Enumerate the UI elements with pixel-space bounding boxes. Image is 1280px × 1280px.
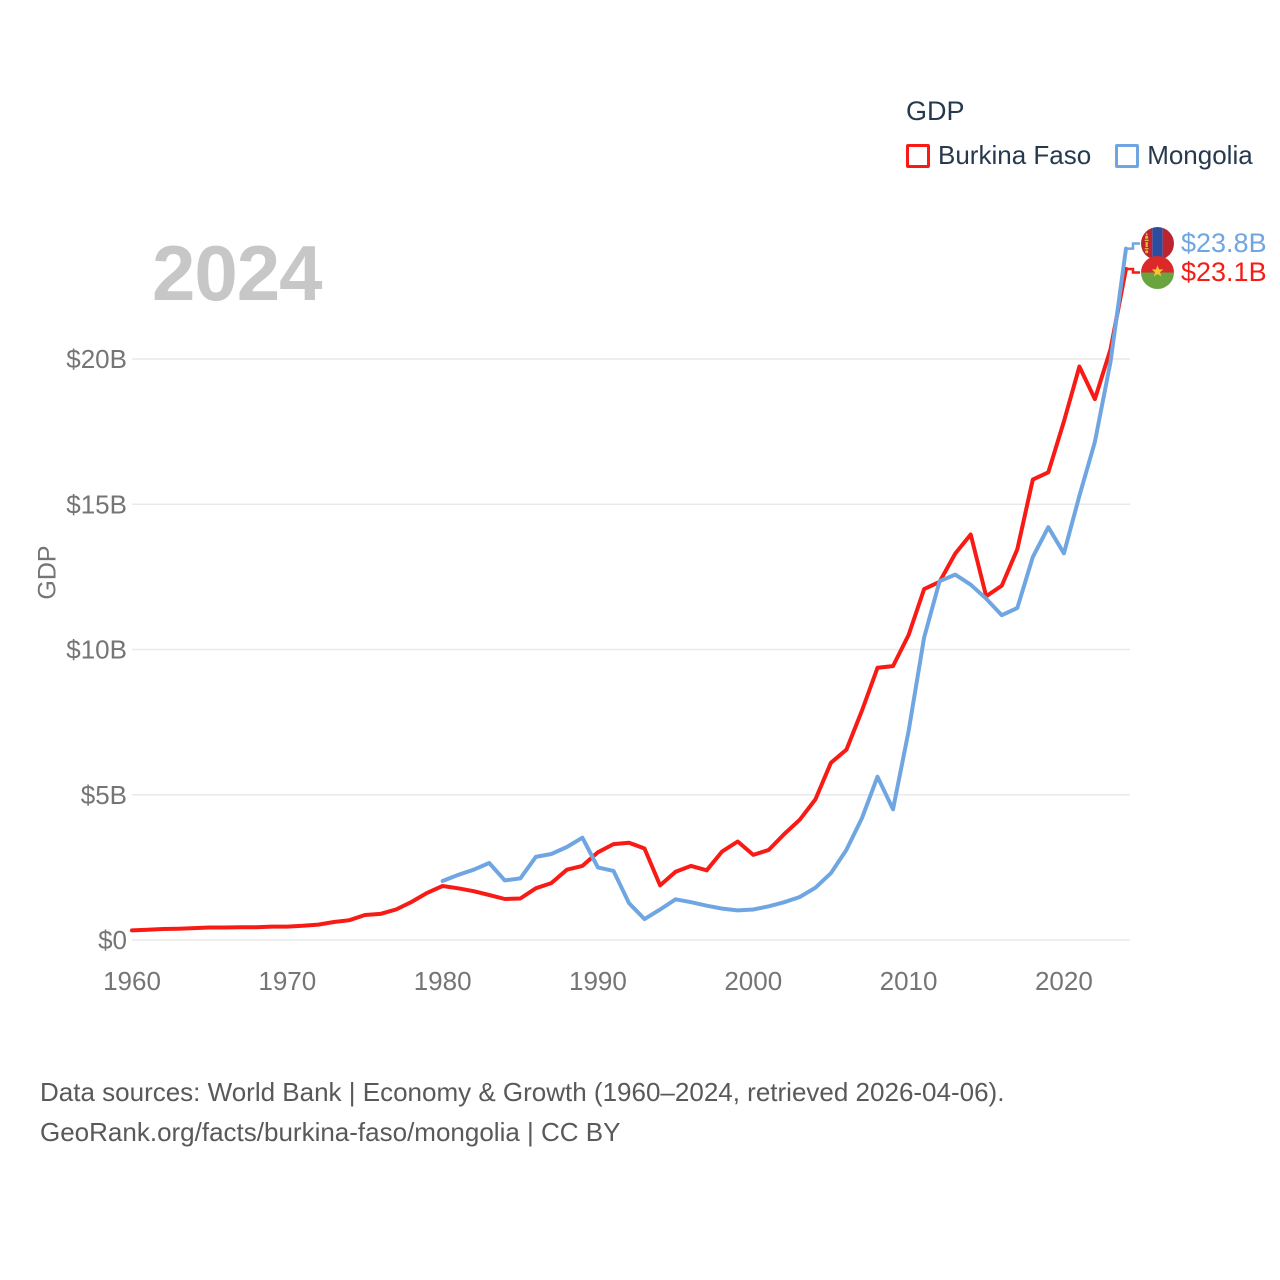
end-label-mongolia: $23.8B <box>1141 227 1267 260</box>
x-tick-label: 1970 <box>258 966 316 996</box>
mongolia-flag-icon <box>1141 227 1174 260</box>
series-line-mongolia[interactable] <box>440 246 1128 922</box>
legend-title: GDP <box>906 96 965 126</box>
footer-sources-line: Data sources: World Bank | Economy & Gro… <box>40 1077 1005 1107</box>
footer-attribution-line: GeoRank.org/facts/burkina-faso/mongolia … <box>40 1117 621 1147</box>
burkina-faso-flag-icon <box>1141 256 1174 289</box>
legend-items: Burkina Faso Mongolia <box>906 140 1253 171</box>
mongolia-swatch-icon <box>1115 143 1140 168</box>
x-tick-label: 1960 <box>103 966 161 996</box>
legend: GDP Burkina Faso Mongolia <box>906 96 1253 171</box>
series-line-burkina-faso[interactable] <box>130 266 1128 933</box>
burkina-faso-end-value: $23.1B <box>1181 257 1267 287</box>
y-axis-title: GDP <box>33 545 62 600</box>
x-tick-label: 2010 <box>880 966 938 996</box>
legend-item-burkina-faso[interactable]: Burkina Faso <box>906 140 1091 171</box>
x-tick-label: 1990 <box>569 966 627 996</box>
end-label-burkina-faso: $23.1B <box>1141 256 1267 289</box>
footer: Data sources: World Bank | Economy & Gro… <box>40 1072 1004 1152</box>
y-tick-label: $15B <box>66 489 127 519</box>
year-watermark: 2024 <box>152 229 323 317</box>
legend-item-label: Burkina Faso <box>938 140 1092 170</box>
burkina-faso-swatch-icon <box>906 143 930 168</box>
legend-item-label: Mongolia <box>1147 140 1253 170</box>
x-tick-label: 1980 <box>414 966 472 996</box>
leader-line-burkina-faso <box>1125 267 1140 274</box>
y-tick-label: $0 <box>98 925 127 955</box>
x-tick-label: 2000 <box>724 966 782 996</box>
gdp-line-chart: $0 $5B $10B $15B $20B 1960 1970 1980 1990 2000 201… <box>66 242 1140 996</box>
y-tick-label: $5B <box>81 780 127 810</box>
leader-line-mongolia <box>1125 242 1140 250</box>
x-tick-label: 2020 <box>1035 966 1093 996</box>
y-tick-label: $10B <box>66 635 127 665</box>
legend-item-mongolia[interactable]: Mongolia <box>1115 140 1253 171</box>
mongolia-end-value: $23.8B <box>1181 228 1267 258</box>
y-tick-label: $20B <box>66 344 127 374</box>
